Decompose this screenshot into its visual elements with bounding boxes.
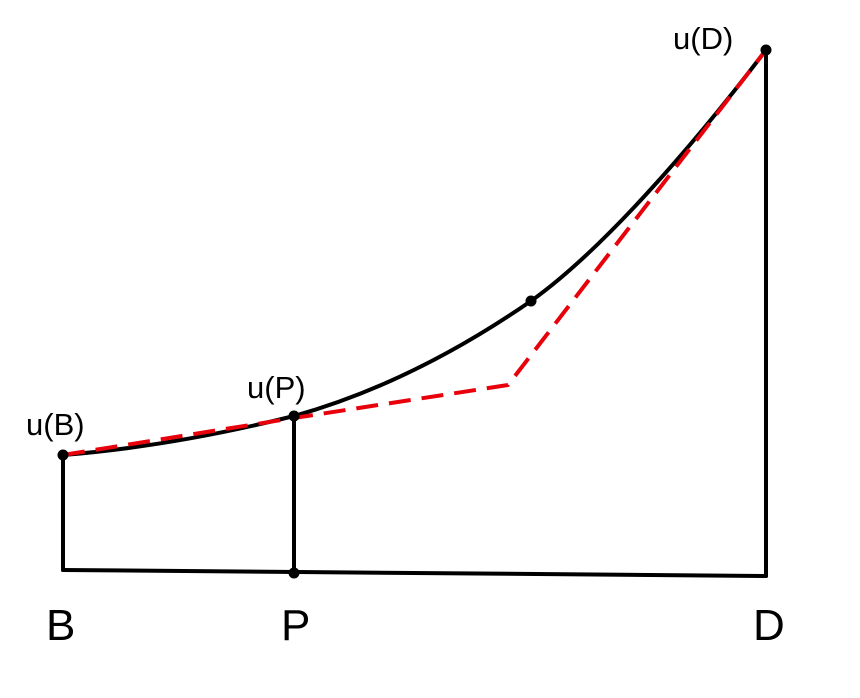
point-d (760, 44, 772, 56)
label-u-p: u(P) (247, 370, 306, 405)
label-b: B (46, 601, 75, 650)
label-u-d: u(D) (673, 21, 733, 56)
label-d: D (753, 601, 785, 650)
label-u-b: u(B) (26, 407, 85, 442)
point-p (288, 410, 300, 422)
points (57, 44, 772, 579)
utility-curve (61, 48, 768, 457)
point-mid (525, 295, 537, 307)
baseline (61, 568, 768, 578)
point-p-base (288, 567, 300, 579)
dashed-path (62, 48, 768, 457)
point-b (57, 449, 69, 461)
label-p: P (281, 601, 310, 650)
frame (61, 48, 768, 578)
